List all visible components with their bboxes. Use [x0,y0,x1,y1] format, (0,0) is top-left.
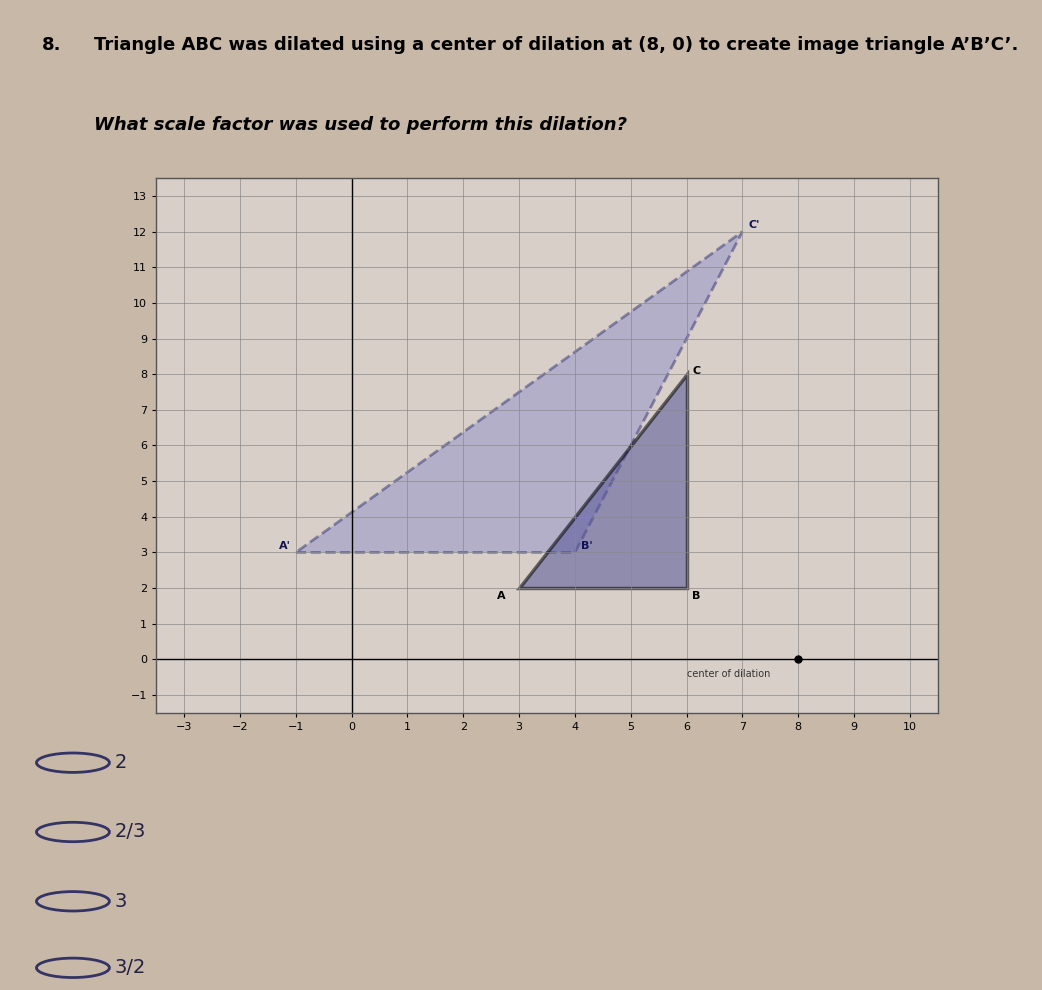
Text: Triangle ABC was dilated using a center of dilation at (8, 0) to create image tr: Triangle ABC was dilated using a center … [94,36,1018,53]
Polygon shape [296,232,742,552]
Text: B': B' [580,541,592,550]
Text: 2/3: 2/3 [115,823,146,842]
Text: 3: 3 [115,892,127,911]
Text: 2: 2 [115,753,127,772]
Text: C': C' [748,220,760,230]
Text: A: A [497,591,505,601]
Polygon shape [519,374,687,588]
Text: B: B [692,591,700,601]
Text: 8.: 8. [42,36,61,53]
Text: 3/2: 3/2 [115,958,146,977]
Text: A': A' [279,541,291,550]
Text: C: C [692,366,700,376]
Text: center of dilation: center of dilation [687,669,770,679]
Text: What scale factor was used to perform this dilation?: What scale factor was used to perform th… [94,116,627,134]
